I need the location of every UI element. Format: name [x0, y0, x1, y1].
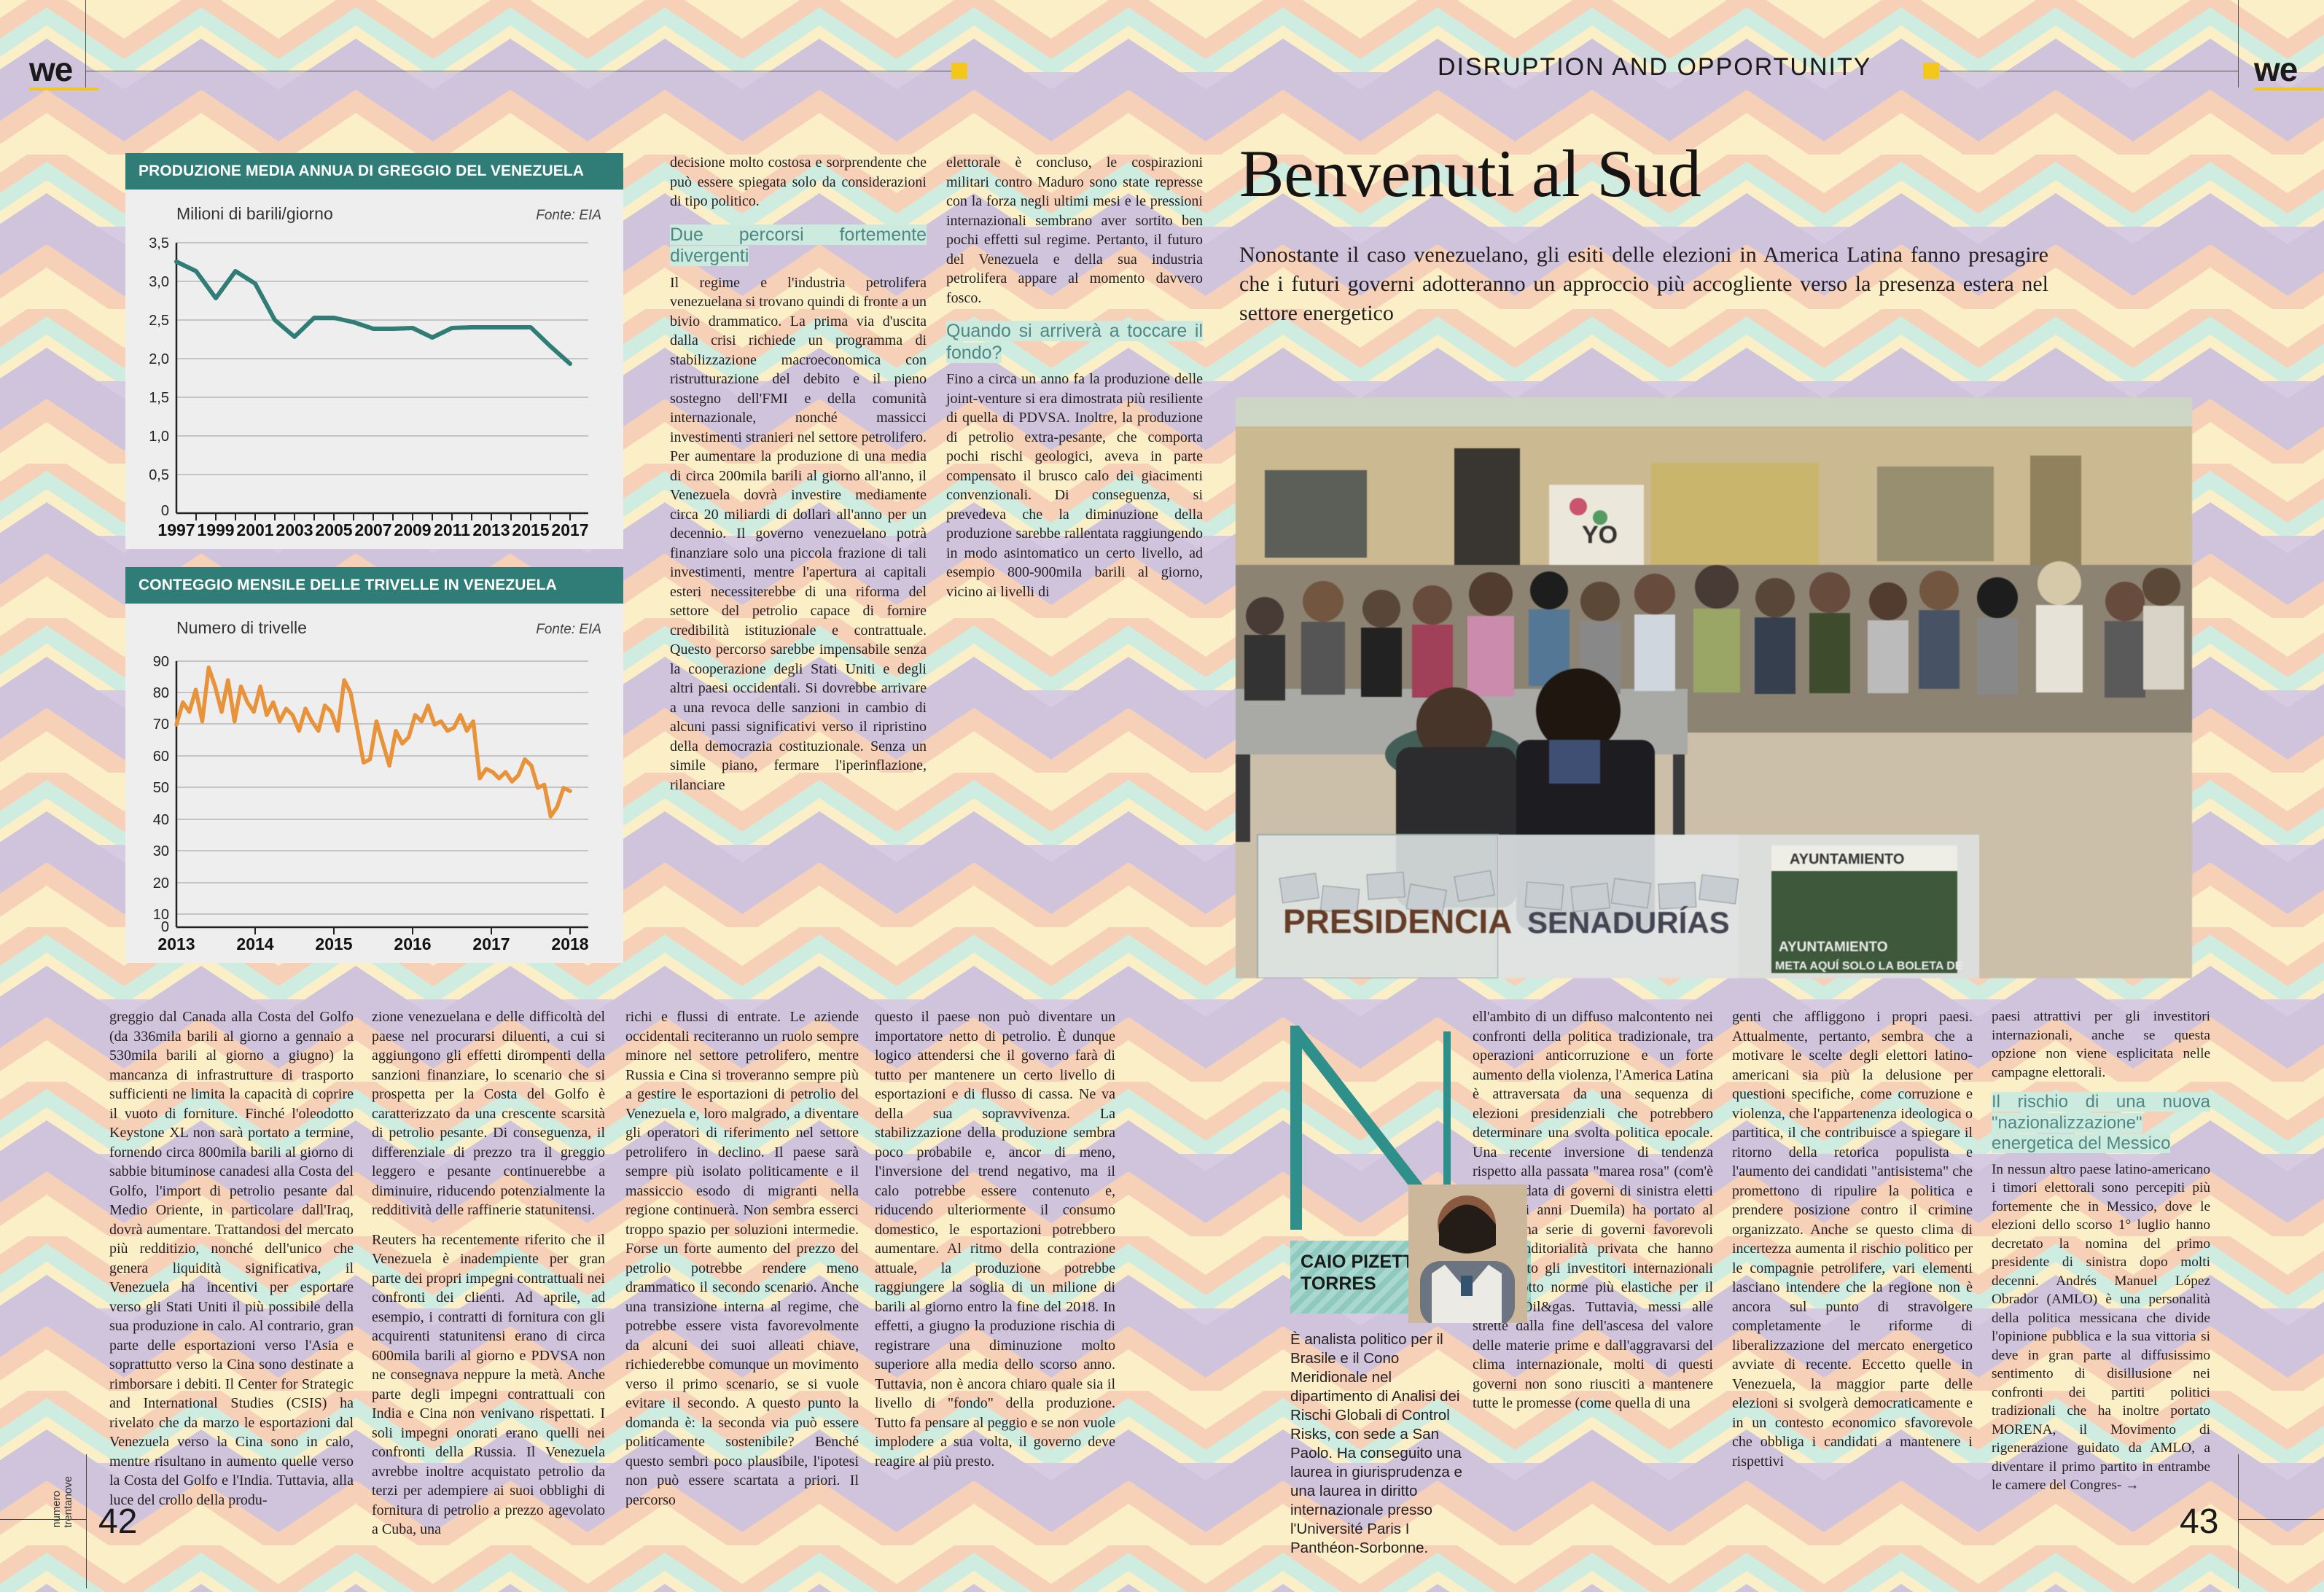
- svg-text:META AQUÍ SOLO LA BOLETA DE: META AQUÍ SOLO LA BOLETA DE: [1775, 959, 1963, 972]
- svg-text:AYUNTAMIENTO: AYUNTAMIENTO: [1790, 851, 1904, 867]
- svg-text:2013: 2013: [472, 520, 510, 539]
- svg-text:1999: 1999: [197, 520, 234, 539]
- svg-text:YO: YO: [1582, 521, 1618, 549]
- svg-text:40: 40: [153, 812, 169, 828]
- svg-text:1997: 1997: [157, 520, 195, 539]
- svg-text:0: 0: [161, 503, 169, 519]
- svg-text:70: 70: [153, 717, 169, 733]
- svg-text:2003: 2003: [276, 520, 313, 539]
- svg-text:2015: 2015: [315, 934, 352, 953]
- svg-text:2013: 2013: [157, 934, 195, 953]
- svg-text:2017: 2017: [472, 934, 510, 953]
- svg-text:2018: 2018: [551, 934, 588, 953]
- svg-text:3,5: 3,5: [149, 235, 169, 251]
- svg-text:60: 60: [153, 749, 169, 765]
- svg-text:30: 30: [153, 843, 169, 859]
- svg-text:SENADURÍAS: SENADURÍAS: [1527, 905, 1730, 940]
- svg-text:AYUNTAMIENTO: AYUNTAMIENTO: [1779, 940, 1888, 955]
- svg-text:2015: 2015: [512, 520, 549, 539]
- svg-text:0: 0: [161, 919, 169, 935]
- svg-text:50: 50: [153, 780, 169, 796]
- svg-text:2016: 2016: [394, 934, 431, 953]
- svg-text:0,5: 0,5: [149, 467, 169, 483]
- svg-text:80: 80: [153, 685, 169, 701]
- svg-text:2009: 2009: [394, 520, 431, 539]
- svg-text:1,5: 1,5: [149, 390, 169, 406]
- svg-text:90: 90: [153, 654, 169, 670]
- svg-text:2011: 2011: [434, 520, 470, 539]
- svg-text:PRESIDENCIA: PRESIDENCIA: [1283, 902, 1512, 940]
- svg-text:2005: 2005: [315, 520, 352, 539]
- svg-text:2001: 2001: [236, 520, 273, 539]
- svg-text:20: 20: [153, 875, 169, 891]
- svg-text:1,0: 1,0: [149, 429, 169, 445]
- svg-text:2007: 2007: [354, 520, 391, 539]
- svg-text:2017: 2017: [551, 520, 588, 539]
- svg-text:2,0: 2,0: [149, 351, 169, 367]
- svg-text:3,0: 3,0: [149, 274, 169, 290]
- svg-text:2014: 2014: [236, 934, 273, 953]
- svg-text:2,5: 2,5: [149, 313, 169, 329]
